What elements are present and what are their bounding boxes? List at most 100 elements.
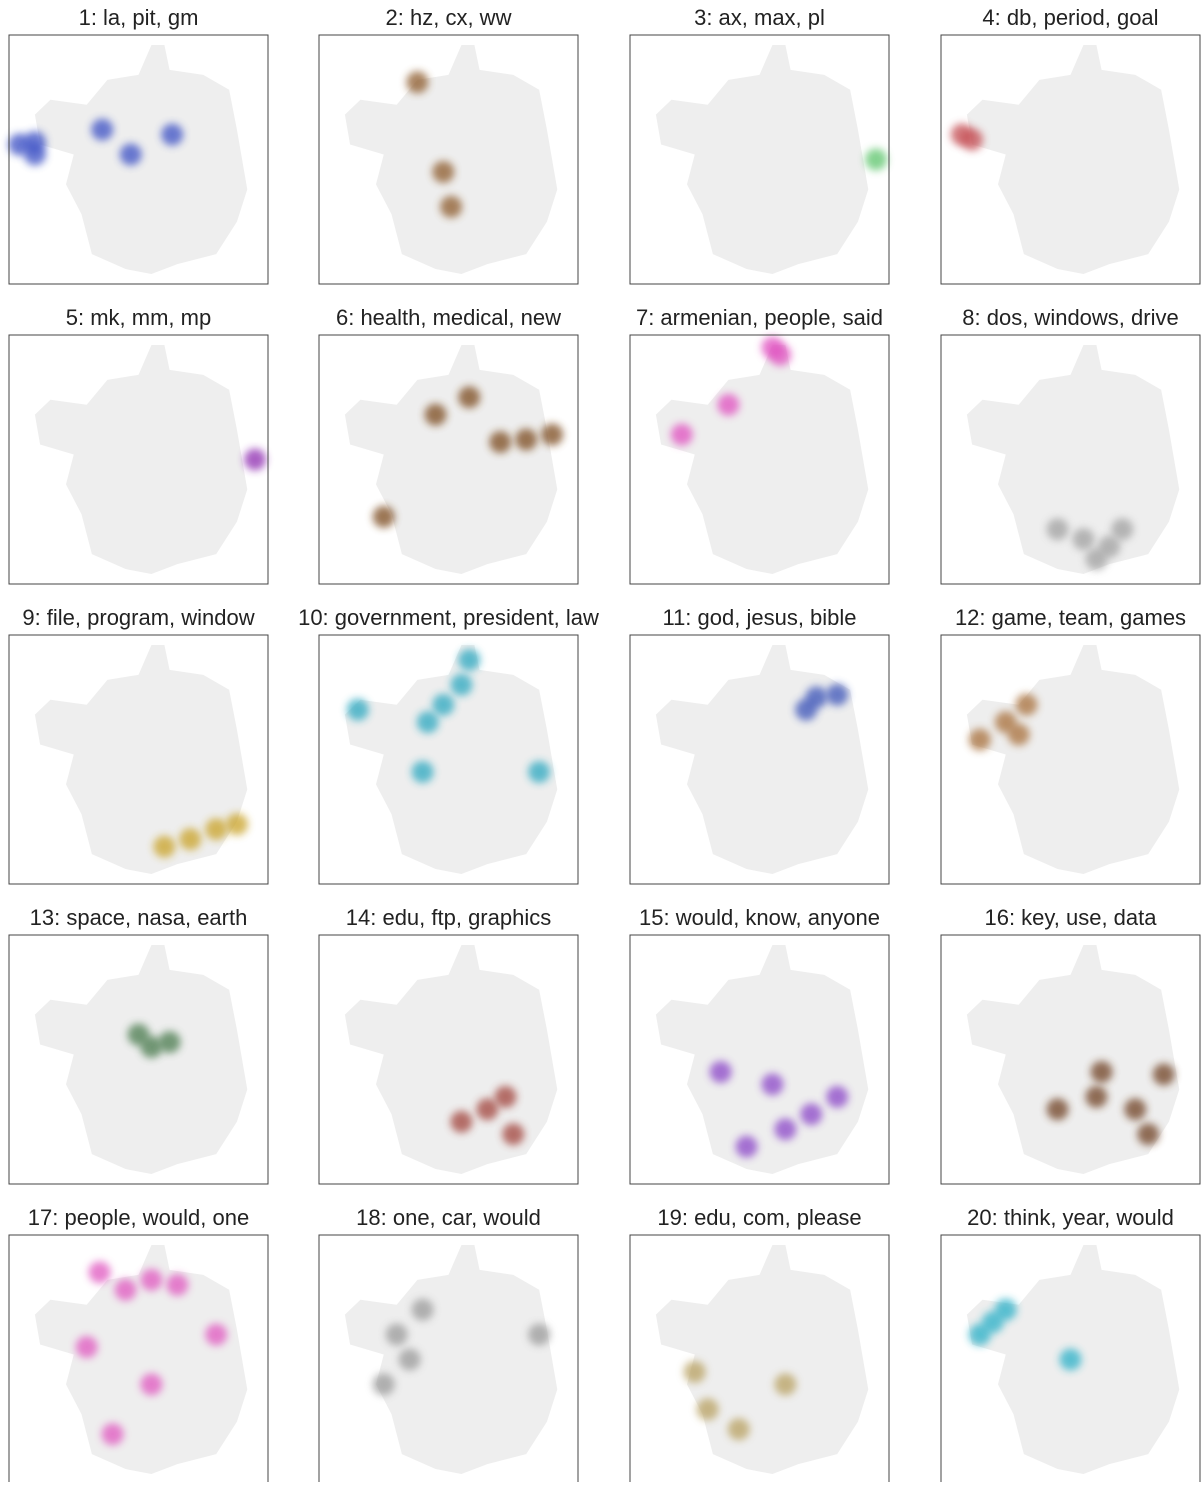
panel-frame (940, 334, 1201, 585)
topic-cluster (476, 1098, 499, 1121)
panel: 6: health, medical, new (318, 305, 579, 585)
topic-cluster (709, 1060, 732, 1083)
panel-frame (318, 934, 579, 1185)
topic-cluster (826, 683, 849, 706)
topic-cluster (961, 128, 984, 151)
panel-title: 8: dos, windows, drive (962, 305, 1178, 330)
topic-cluster (774, 1373, 797, 1396)
topic-cluster (161, 123, 184, 146)
topic-cluster (670, 423, 693, 446)
topic-cluster (372, 505, 395, 528)
topic-cluster (385, 1323, 408, 1346)
topic-cluster (683, 1360, 706, 1383)
topic-cluster (1015, 693, 1038, 716)
topic-cluster (541, 423, 564, 446)
panel: 4: db, period, goal (940, 5, 1201, 285)
topic-cluster (411, 760, 434, 783)
panel-frame (8, 334, 269, 585)
panel: 16: key, use, data (940, 905, 1201, 1185)
topic-cluster (205, 1323, 228, 1346)
topic-cluster (1072, 528, 1095, 551)
background-cloud (655, 44, 869, 275)
topic-cluster (1152, 1063, 1175, 1086)
topic-cluster (166, 1273, 189, 1296)
panel-frame (8, 634, 269, 885)
topic-cluster (411, 1298, 434, 1321)
panel-frame (8, 34, 269, 285)
topic-cluster (440, 195, 463, 218)
panel: 10: government, president, law (298, 605, 599, 885)
topic-cluster (489, 431, 512, 454)
panel-title: 3: ax, max, pl (694, 5, 825, 30)
panel-title: 10: government, president, law (298, 605, 599, 630)
panel-frame (629, 334, 890, 585)
panel: 14: edu, ftp, graphics (318, 905, 579, 1185)
panel: 2: hz, cx, ww (318, 5, 579, 285)
topic-cluster (761, 1073, 784, 1096)
topic-cluster (795, 698, 818, 721)
panel-title: 7: armenian, people, said (636, 305, 883, 330)
topic-cluster (826, 1085, 849, 1108)
panel-title: 15: would, know, anyone (639, 905, 880, 930)
topic-cluster (1085, 1085, 1108, 1108)
topic-cluster (432, 160, 455, 183)
topic-cluster (114, 1278, 137, 1301)
topic-cluster (140, 1268, 163, 1291)
panel-title: 4: db, period, goal (982, 5, 1158, 30)
topic-cluster (981, 1311, 1004, 1334)
panel: 5: mk, mm, mp (8, 305, 269, 585)
topic-cluster (735, 1135, 758, 1158)
panel-frame (940, 634, 1201, 885)
background-cloud (655, 344, 869, 575)
background-cloud (966, 644, 1180, 875)
panel-title: 6: health, medical, new (336, 305, 561, 330)
panel: 9: file, program, window (8, 605, 269, 885)
topic-cluster (528, 760, 551, 783)
panel: 11: god, jesus, bible (629, 605, 890, 885)
panel: 17: people, would, one (8, 1205, 269, 1485)
panel-title: 17: people, would, one (28, 1205, 249, 1230)
panel-title: 16: key, use, data (984, 905, 1157, 930)
topic-cluster (91, 118, 114, 141)
background-cloud (655, 944, 869, 1175)
panel-title: 18: one, car, would (356, 1205, 541, 1230)
panel-title: 13: space, nasa, earth (30, 905, 248, 930)
topic-cluster (1111, 518, 1134, 541)
background-cloud (966, 44, 1180, 275)
background-cloud (655, 1244, 869, 1475)
topic-cluster (515, 428, 538, 451)
panel-title: 19: edu, com, please (657, 1205, 861, 1230)
background-cloud (34, 344, 248, 575)
topic-cluster (727, 1418, 750, 1441)
panel: 19: edu, com, please (629, 1205, 890, 1485)
topic-cluster (1059, 1348, 1082, 1371)
topic-cluster (774, 1118, 797, 1141)
topic-cluster (458, 386, 481, 409)
panel-title: 12: game, team, games (955, 605, 1186, 630)
background-cloud (344, 344, 558, 575)
topic-cluster (696, 1398, 719, 1421)
topic-cluster (1085, 548, 1108, 571)
topic-cluster (502, 1123, 525, 1146)
topic-cluster (416, 711, 439, 734)
panel-frame (940, 34, 1201, 285)
panel-title: 14: edu, ftp, graphics (346, 905, 551, 930)
panel-frame (8, 934, 269, 1185)
background-cloud (34, 44, 248, 275)
topic-cluster (140, 1373, 163, 1396)
topic-cluster (494, 1085, 517, 1108)
topic-cluster (205, 818, 228, 841)
panel-title: 5: mk, mm, mp (66, 305, 211, 330)
topic-cluster (800, 1103, 823, 1126)
topic-cluster (1137, 1123, 1160, 1146)
topic-cluster (865, 148, 888, 171)
panel-title: 11: god, jesus, bible (662, 605, 856, 630)
topic-cluster (153, 835, 176, 858)
topic-cluster (88, 1261, 111, 1284)
panel-title: 1: la, pit, gm (79, 5, 199, 30)
panel-title: 2: hz, cx, ww (386, 5, 512, 30)
topic-cluster (225, 813, 248, 836)
topic-cluster (424, 403, 447, 426)
topic-cluster (458, 648, 481, 671)
background-cloud (344, 44, 558, 275)
